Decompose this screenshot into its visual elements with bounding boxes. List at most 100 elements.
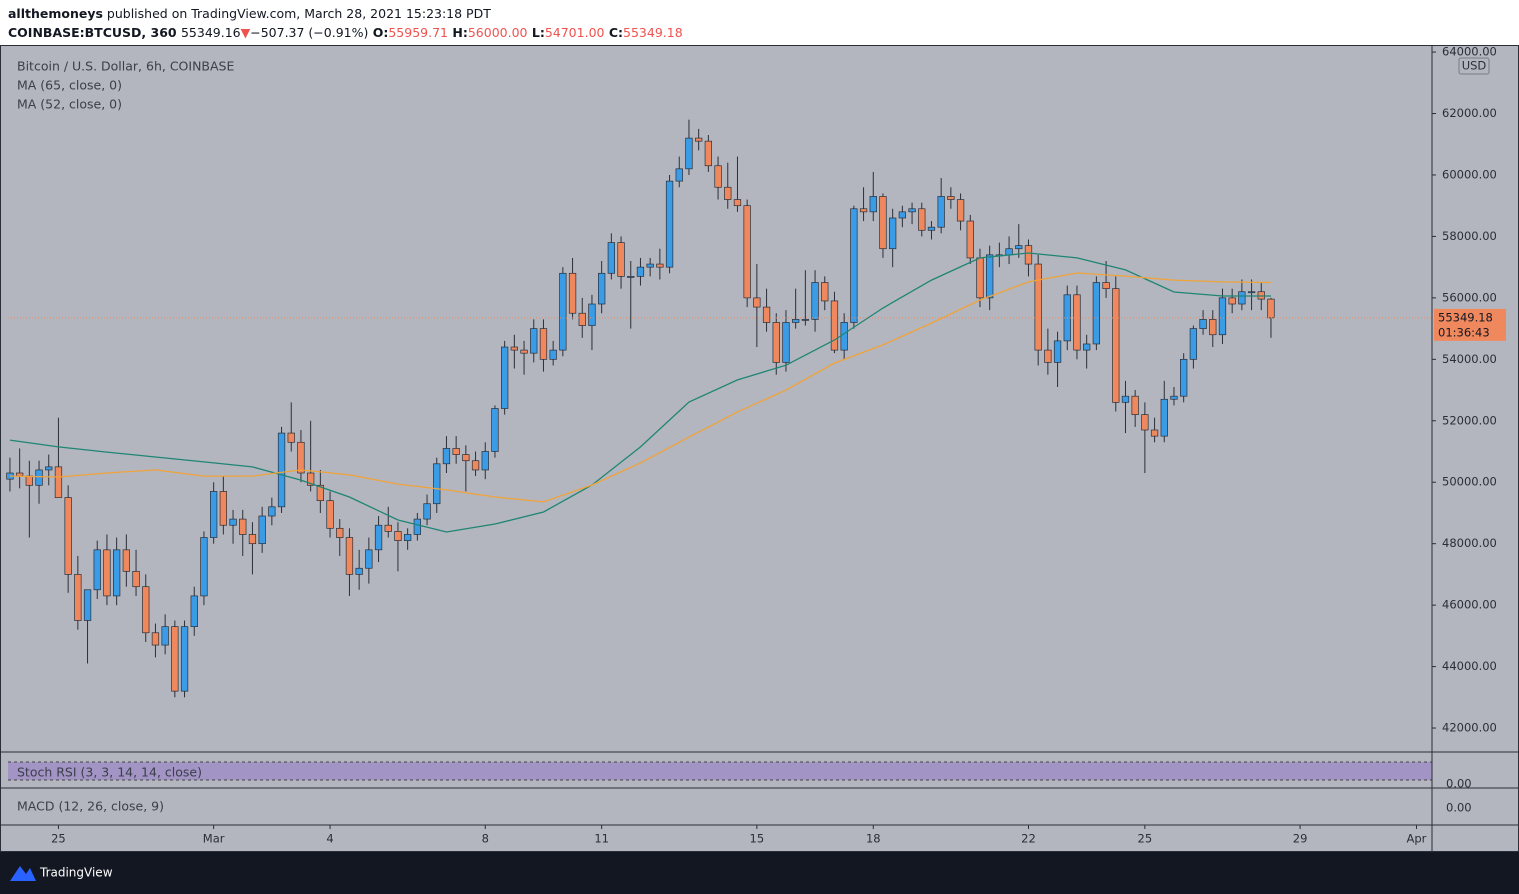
x-tick-label: Mar — [203, 832, 225, 846]
ohlc-c: 55349.18 — [623, 25, 683, 40]
candle-body — [103, 549, 111, 597]
candle-body — [209, 491, 218, 538]
candle-body — [307, 472, 315, 486]
chart-background — [0, 45, 1519, 852]
candle-body — [239, 518, 247, 535]
candle-body — [1189, 328, 1198, 360]
candle-body — [93, 549, 101, 591]
candle-body — [462, 454, 470, 462]
candle-body — [336, 527, 344, 538]
candle-body — [452, 448, 460, 455]
candle-body — [578, 312, 586, 326]
x-tick-label: 4 — [326, 832, 333, 846]
candle-body — [927, 226, 936, 231]
candle-body — [733, 199, 742, 207]
candle-body — [491, 408, 499, 452]
candle-body — [1247, 291, 1256, 294]
x-tick-label: 22 — [1021, 832, 1036, 846]
x-tick-label: 29 — [1293, 832, 1308, 846]
candle-body — [792, 319, 800, 323]
candle-body — [510, 346, 519, 351]
ohlc-o: 55959.71 — [388, 25, 448, 40]
candle-body — [287, 432, 295, 443]
candle-body — [1199, 319, 1207, 329]
stoch-label: Stoch RSI (3, 3, 14, 14, close) — [17, 765, 202, 780]
moving-average — [9, 272, 1272, 503]
legend-entry: MA (65, close, 0) — [17, 78, 122, 93]
y-tick-label: 58000.00 — [1442, 229, 1497, 243]
ohlc-h: 56000.00 — [468, 25, 528, 40]
candle-body — [277, 432, 286, 508]
candle-body — [316, 484, 324, 502]
candle-body — [656, 263, 664, 268]
candle-body — [714, 165, 722, 188]
x-tick-label: 15 — [750, 832, 765, 846]
candle-body — [811, 282, 819, 320]
candle-body — [1228, 297, 1236, 305]
candle-body — [365, 549, 373, 569]
candle-body — [1267, 298, 1275, 319]
candle-body — [1150, 429, 1159, 437]
candle-body — [132, 570, 140, 588]
ohlc-l-key: L: — [532, 25, 545, 40]
ohlc-o-key: O: — [373, 25, 389, 40]
x-tick-label: 11 — [594, 832, 609, 846]
author: allthemoneys — [8, 6, 103, 21]
candle-body — [539, 328, 548, 360]
candle-body — [588, 303, 596, 326]
y-tick-label: 52000.00 — [1442, 413, 1497, 427]
x-tick-label: 25 — [1138, 832, 1153, 846]
candle-body — [1053, 340, 1062, 363]
candle-body — [889, 217, 897, 250]
symbol: COINBASE:BTCUSD, 360 — [8, 25, 177, 40]
candle-body — [743, 205, 751, 299]
ohlc-c-key: C: — [609, 25, 623, 40]
candle-body — [1102, 282, 1110, 290]
x-tick-label: Apr — [1407, 832, 1427, 846]
candle-body — [501, 346, 509, 409]
candle-body — [530, 328, 538, 354]
candle-body — [180, 626, 189, 692]
candle-body — [258, 515, 266, 545]
candle-body — [481, 451, 489, 471]
stoch-tick: 0.00 — [1446, 777, 1472, 791]
candle-body — [268, 506, 276, 517]
candle-body — [695, 137, 703, 142]
candle-body — [404, 534, 412, 541]
candle-body — [636, 266, 645, 277]
candle-body — [355, 567, 363, 575]
x-tick-label: 8 — [482, 832, 489, 846]
candle-body — [326, 500, 334, 529]
header-line-2: COINBASE:BTCUSD, 360 55349.16▼−507.37 (−… — [8, 25, 683, 40]
candle-body — [423, 503, 431, 520]
candle-body — [45, 466, 53, 471]
candle-body — [772, 322, 780, 363]
logo — [10, 866, 36, 881]
candle-body — [801, 319, 810, 321]
y-tick-label: 50000.00 — [1442, 475, 1497, 489]
last: 55349.16 — [181, 25, 241, 40]
candle-body — [937, 196, 945, 228]
candle-body — [675, 168, 683, 182]
candle-body — [753, 297, 761, 308]
last-price-tag — [1434, 308, 1506, 341]
macd-label: MACD (12, 26, close, 9) — [17, 799, 164, 814]
candle-body — [1160, 398, 1168, 437]
candle-body — [1015, 245, 1023, 250]
change: −507.37 (−0.91%) — [250, 25, 368, 40]
candle-body — [559, 272, 567, 351]
candle-body — [976, 257, 984, 299]
candle-body — [782, 322, 790, 363]
candle-body — [1180, 358, 1188, 397]
candle-body — [345, 537, 354, 575]
footer-background — [0, 852, 1519, 894]
candle-body — [171, 626, 179, 692]
published: published on TradingView.com, March 28, … — [107, 6, 491, 21]
candle-body — [142, 586, 150, 634]
candle-body — [986, 254, 994, 299]
candle-body — [297, 441, 305, 474]
candle-body — [617, 242, 625, 277]
candle-body — [1209, 319, 1217, 336]
candle-body — [442, 448, 451, 465]
ohlc-h-key: H: — [452, 25, 467, 40]
